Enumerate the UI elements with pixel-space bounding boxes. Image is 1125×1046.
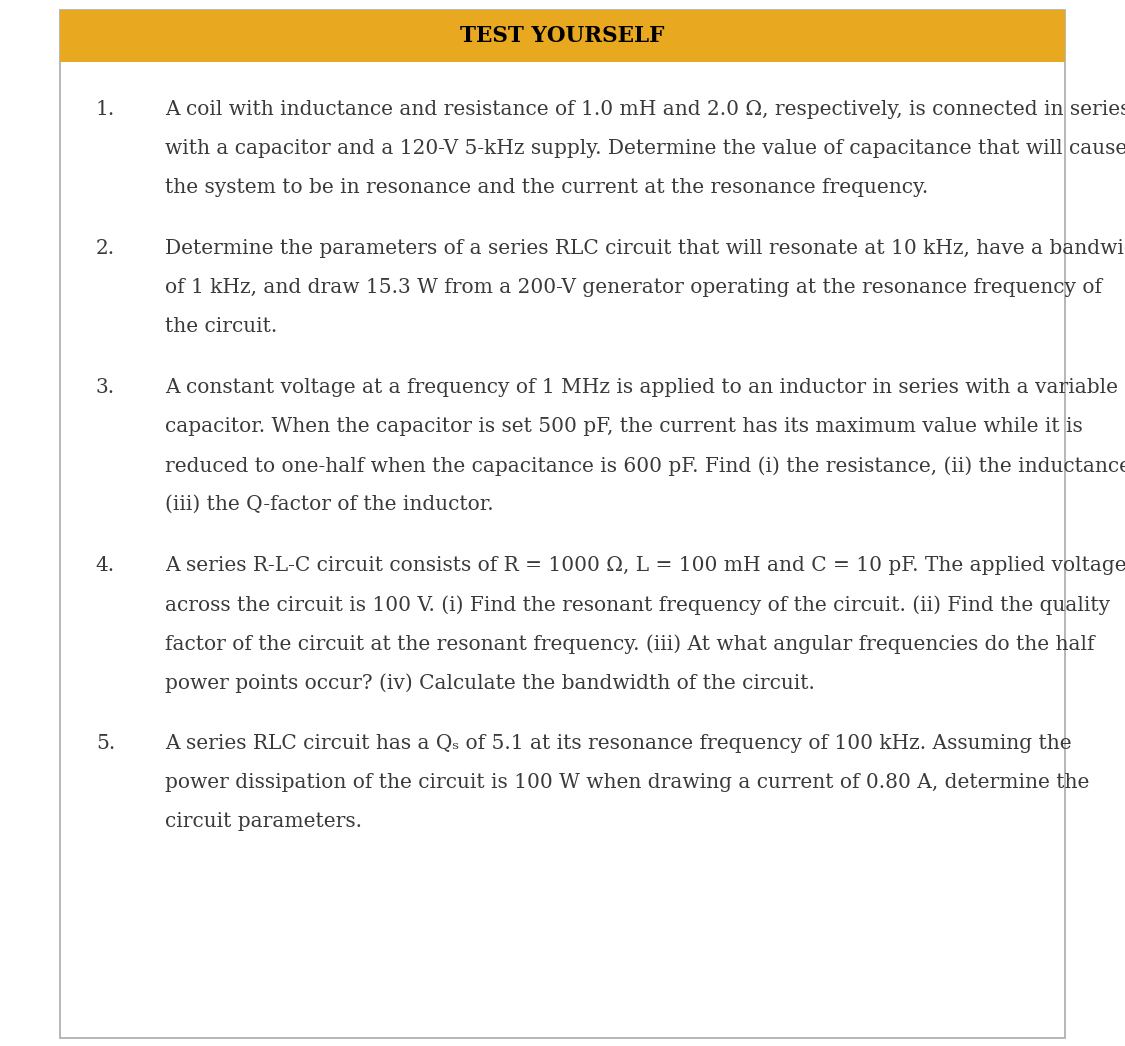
Text: circuit parameters.: circuit parameters. bbox=[165, 812, 362, 831]
Text: Determine the parameters of a series RLC circuit that will resonate at 10 kHz, h: Determine the parameters of a series RLC… bbox=[165, 238, 1125, 258]
Text: the circuit.: the circuit. bbox=[165, 317, 277, 336]
Text: A series R-L-C circuit consists of R = 1000 Ω, L = 100 mH and C = 10 pF. The app: A series R-L-C circuit consists of R = 1… bbox=[165, 556, 1125, 575]
Text: A series RLC circuit has a Qₛ of 5.1 at its resonance frequency of 100 kHz. Assu: A series RLC circuit has a Qₛ of 5.1 at … bbox=[165, 734, 1072, 753]
Text: power dissipation of the circuit is 100 W when drawing a current of 0.80 A, dete: power dissipation of the circuit is 100 … bbox=[165, 773, 1089, 792]
Text: with a capacitor and a 120-V 5-kHz supply. Determine the value of capacitance th: with a capacitor and a 120-V 5-kHz suppl… bbox=[165, 139, 1125, 158]
Text: (iii) the Q-factor of the inductor.: (iii) the Q-factor of the inductor. bbox=[165, 495, 494, 514]
Text: 2.: 2. bbox=[96, 238, 115, 258]
Text: of 1 kHz, and draw 15.3 W from a 200-V generator operating at the resonance freq: of 1 kHz, and draw 15.3 W from a 200-V g… bbox=[165, 278, 1102, 297]
Bar bbox=[60, 10, 1065, 62]
Text: 3.: 3. bbox=[96, 378, 115, 397]
Bar bbox=[60, 10, 1065, 1038]
Text: across the circuit is 100 V. (i) Find the resonant frequency of the circuit. (ii: across the circuit is 100 V. (i) Find th… bbox=[165, 595, 1110, 615]
Text: factor of the circuit at the resonant frequency. (iii) At what angular frequenci: factor of the circuit at the resonant fr… bbox=[165, 634, 1095, 654]
Text: A constant voltage at a frequency of 1 MHz is applied to an inductor in series w: A constant voltage at a frequency of 1 M… bbox=[165, 378, 1118, 397]
Text: 1.: 1. bbox=[96, 100, 115, 119]
Text: the system to be in resonance and the current at the resonance frequency.: the system to be in resonance and the cu… bbox=[165, 178, 928, 197]
Text: A coil with inductance and resistance of 1.0 mH and 2.0 Ω, respectively, is conn: A coil with inductance and resistance of… bbox=[165, 100, 1125, 119]
Text: 4.: 4. bbox=[96, 556, 115, 575]
Text: reduced to one-half when the capacitance is 600 pF. Find (i) the resistance, (ii: reduced to one-half when the capacitance… bbox=[165, 456, 1125, 476]
Text: power points occur? (iv) Calculate the bandwidth of the circuit.: power points occur? (iv) Calculate the b… bbox=[165, 673, 814, 692]
Text: TEST YOURSELF: TEST YOURSELF bbox=[460, 25, 665, 47]
Text: capacitor. When the capacitor is set 500 pF, the current has its maximum value w: capacitor. When the capacitor is set 500… bbox=[165, 417, 1082, 436]
Text: 5.: 5. bbox=[96, 734, 115, 753]
